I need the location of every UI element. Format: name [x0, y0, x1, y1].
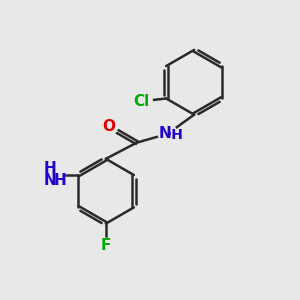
Text: F: F: [100, 238, 111, 253]
Text: H: H: [44, 161, 56, 176]
Text: N: N: [44, 173, 56, 188]
Circle shape: [38, 162, 64, 188]
Circle shape: [158, 124, 177, 143]
Text: Cl: Cl: [133, 94, 149, 109]
Text: O: O: [102, 119, 115, 134]
Text: ·H: ·H: [167, 128, 184, 142]
Text: H: H: [53, 173, 66, 188]
Circle shape: [130, 90, 152, 112]
Circle shape: [98, 238, 113, 253]
Text: N: N: [159, 126, 172, 141]
Circle shape: [100, 118, 118, 135]
